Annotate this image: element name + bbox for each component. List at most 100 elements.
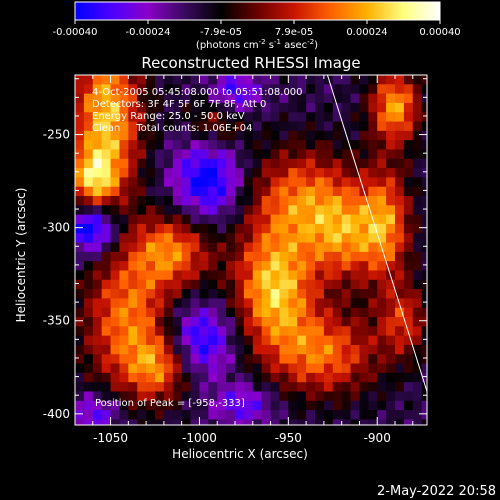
- heatmap-cell: [350, 279, 360, 290]
- heatmap-cell: [128, 400, 138, 411]
- heatmap-cell: [252, 307, 263, 318]
- heatmap-cell: [359, 391, 369, 402]
- heatmap-cell: [386, 410, 396, 420]
- heatmap-cell: [235, 317, 245, 327]
- heatmap-cell: [270, 186, 280, 197]
- heatmap-cell: [377, 102, 387, 113]
- heatmap-cell: [235, 391, 245, 402]
- heatmap-cell: [279, 205, 289, 216]
- heatmap-cell: [306, 410, 316, 420]
- heatmap-cell: [395, 158, 405, 169]
- heatmap-cell: [421, 372, 427, 383]
- heatmap-cell: [323, 326, 334, 337]
- heatmap-cell: [110, 410, 120, 420]
- heatmap-cell: [386, 186, 396, 197]
- heatmap-cell: [217, 335, 227, 346]
- heatmap-cell: [75, 400, 85, 411]
- heatmap-cell: [163, 140, 174, 150]
- heatmap-cell: [217, 233, 227, 243]
- heatmap-cell: [421, 419, 427, 425]
- heatmap-cell: [377, 289, 387, 299]
- heatmap-cell: [83, 298, 94, 309]
- heatmap-cell: [181, 270, 191, 281]
- heatmap-cell: [403, 102, 414, 113]
- heatmap-cell: [252, 372, 263, 383]
- heatmap-cell: [323, 158, 334, 169]
- heatmap-cell: [119, 279, 129, 290]
- heatmap-cell: [92, 344, 103, 355]
- heatmap-cell: [403, 335, 414, 346]
- heatmap-cell: [155, 149, 165, 160]
- heatmap-cell: [252, 317, 263, 327]
- heatmap-cell: [252, 205, 263, 216]
- heatmap-cell: [199, 298, 209, 309]
- heatmap-cell: [128, 391, 138, 402]
- heatmap-cell: [199, 130, 209, 141]
- heatmap-cell: [119, 205, 129, 216]
- heatmap-cell: [235, 140, 245, 150]
- heatmap-cell: [181, 317, 191, 327]
- heatmap-cell: [288, 158, 298, 169]
- heatmap-cell: [359, 168, 369, 178]
- heatmap-cell: [412, 223, 423, 234]
- heatmap-cell: [163, 307, 174, 318]
- heatmap-cell: [270, 84, 280, 95]
- heatmap-cell: [350, 102, 360, 113]
- heatmap-cell: [421, 251, 427, 262]
- annotations: 4-Oct-2005 05:45:08.000 to 05:51:08.000 …: [92, 87, 303, 134]
- heatmap-cell: [386, 344, 396, 355]
- heatmap-cell: [297, 168, 307, 178]
- heatmap-cell: [208, 382, 218, 392]
- heatmap-cell: [110, 298, 120, 309]
- heatmap-cell: [181, 335, 191, 346]
- heatmap-cell: [235, 382, 245, 392]
- heatmap-cell: [92, 233, 103, 243]
- heatmap-cell: [261, 372, 271, 383]
- heatmap-cell: [217, 270, 227, 281]
- heatmap-cell: [252, 177, 263, 188]
- heatmap-cell: [421, 121, 427, 132]
- heatmap-cell: [119, 214, 129, 225]
- heatmap-cell: [377, 251, 387, 262]
- heatmap-cell: [395, 289, 405, 299]
- heatmap-cell: [395, 168, 405, 178]
- heatmap-cell: [92, 419, 103, 425]
- heatmap-cell: [172, 307, 183, 318]
- heatmap-cell: [137, 205, 147, 216]
- heatmap-cell: [403, 344, 414, 355]
- heatmap-cell: [83, 307, 94, 318]
- heatmap-cell: [332, 261, 343, 271]
- heatmap-cell: [261, 149, 271, 160]
- heatmap-cell: [377, 158, 387, 169]
- heatmap-cell: [323, 149, 334, 160]
- heatmap-cell: [261, 317, 271, 327]
- heatmap-cell: [359, 344, 369, 355]
- heatmap-cell: [146, 223, 156, 234]
- heatmap-cell: [208, 354, 218, 364]
- heatmap-cell: [368, 391, 378, 402]
- heatmap-cell: [243, 400, 254, 411]
- heatmap-cell: [323, 410, 334, 420]
- heatmap-cell: [243, 410, 254, 420]
- heatmap-cell: [92, 270, 103, 281]
- heatmap-cell: [208, 149, 218, 160]
- heatmap-cell: [297, 335, 307, 346]
- heatmap-cell: [386, 279, 396, 290]
- heatmap-cell: [128, 251, 138, 262]
- heatmap-cell: [341, 410, 351, 420]
- heatmap-cell: [190, 372, 200, 383]
- heatmap-cell: [368, 186, 378, 197]
- heatmap-cell: [92, 223, 103, 234]
- heatmap-cell: [75, 363, 85, 374]
- heatmap-cell: [288, 84, 298, 95]
- heatmap-cell: [226, 149, 236, 160]
- heatmap-cell: [412, 214, 423, 225]
- y-axis-label: Heliocentric Y (arcsec): [14, 188, 28, 323]
- heatmap-cell: [119, 335, 129, 346]
- heatmap-cell: [137, 223, 147, 234]
- heatmap-cell: [137, 251, 147, 262]
- heatmap-cell: [288, 168, 298, 178]
- heatmap-cell: [155, 205, 165, 216]
- heatmap-cell: [128, 214, 138, 225]
- heatmap-cell: [323, 298, 334, 309]
